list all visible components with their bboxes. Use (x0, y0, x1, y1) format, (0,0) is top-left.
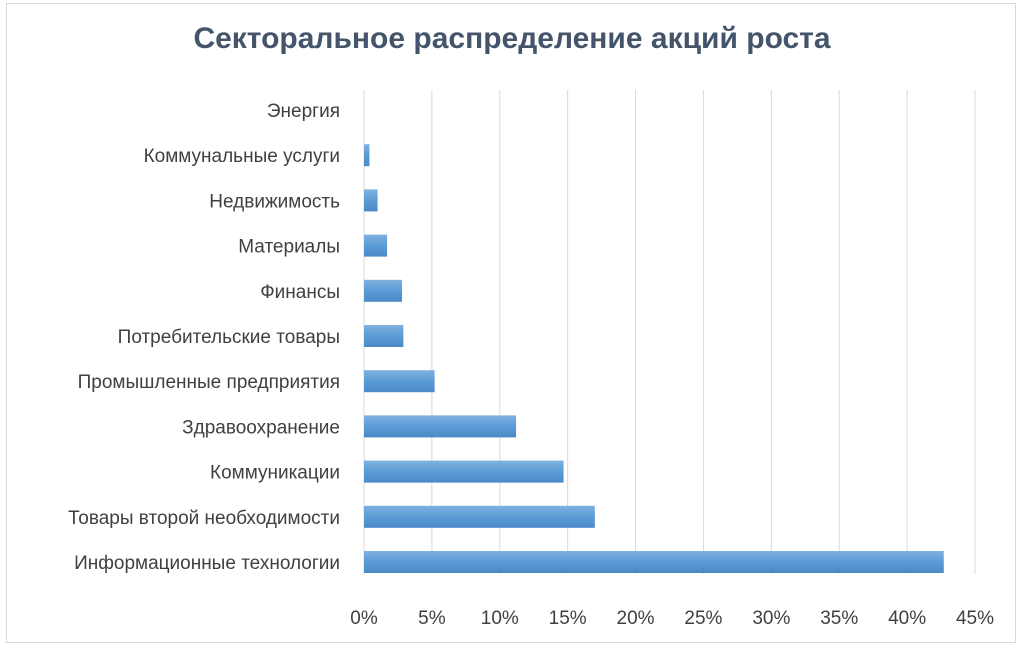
x-tick-label: 45% (956, 608, 994, 629)
chart-frame (6, 3, 1016, 643)
bar (364, 325, 404, 347)
bar (364, 415, 517, 438)
category-label: Материалы (238, 237, 340, 258)
x-tick-label: 0% (350, 608, 378, 629)
category-label: Финансы (260, 282, 340, 303)
x-tick-label: 30% (752, 608, 790, 629)
category-label: Промышленные предприятия (78, 372, 340, 393)
category-label: Здравоохранение (182, 417, 340, 438)
bar (364, 460, 564, 483)
x-tick-label: 35% (820, 608, 858, 629)
category-label: Информационные технологии (74, 553, 340, 574)
x-tick-label: 25% (684, 608, 722, 629)
category-label: Энергия (267, 101, 340, 122)
chart-title: Секторальное распределение акций роста (193, 22, 831, 55)
category-label: Коммуникации (210, 463, 340, 484)
bar (364, 551, 944, 573)
x-tick-label: 10% (481, 608, 519, 629)
x-tick-label: 20% (617, 608, 655, 629)
bar (364, 370, 435, 393)
x-tick-label: 40% (888, 608, 926, 629)
bar (364, 279, 403, 302)
x-tick-label: 15% (549, 608, 587, 629)
category-label: Коммунальные услуги (144, 146, 340, 167)
category-label: Недвижимость (209, 191, 340, 212)
bar (364, 505, 595, 528)
bar (364, 144, 370, 167)
category-label: Товары второй необходимости (68, 508, 340, 529)
bar (364, 189, 378, 212)
x-tick-label: 5% (418, 608, 446, 629)
category-label: Потребительские товары (118, 327, 340, 348)
bar (364, 234, 388, 257)
